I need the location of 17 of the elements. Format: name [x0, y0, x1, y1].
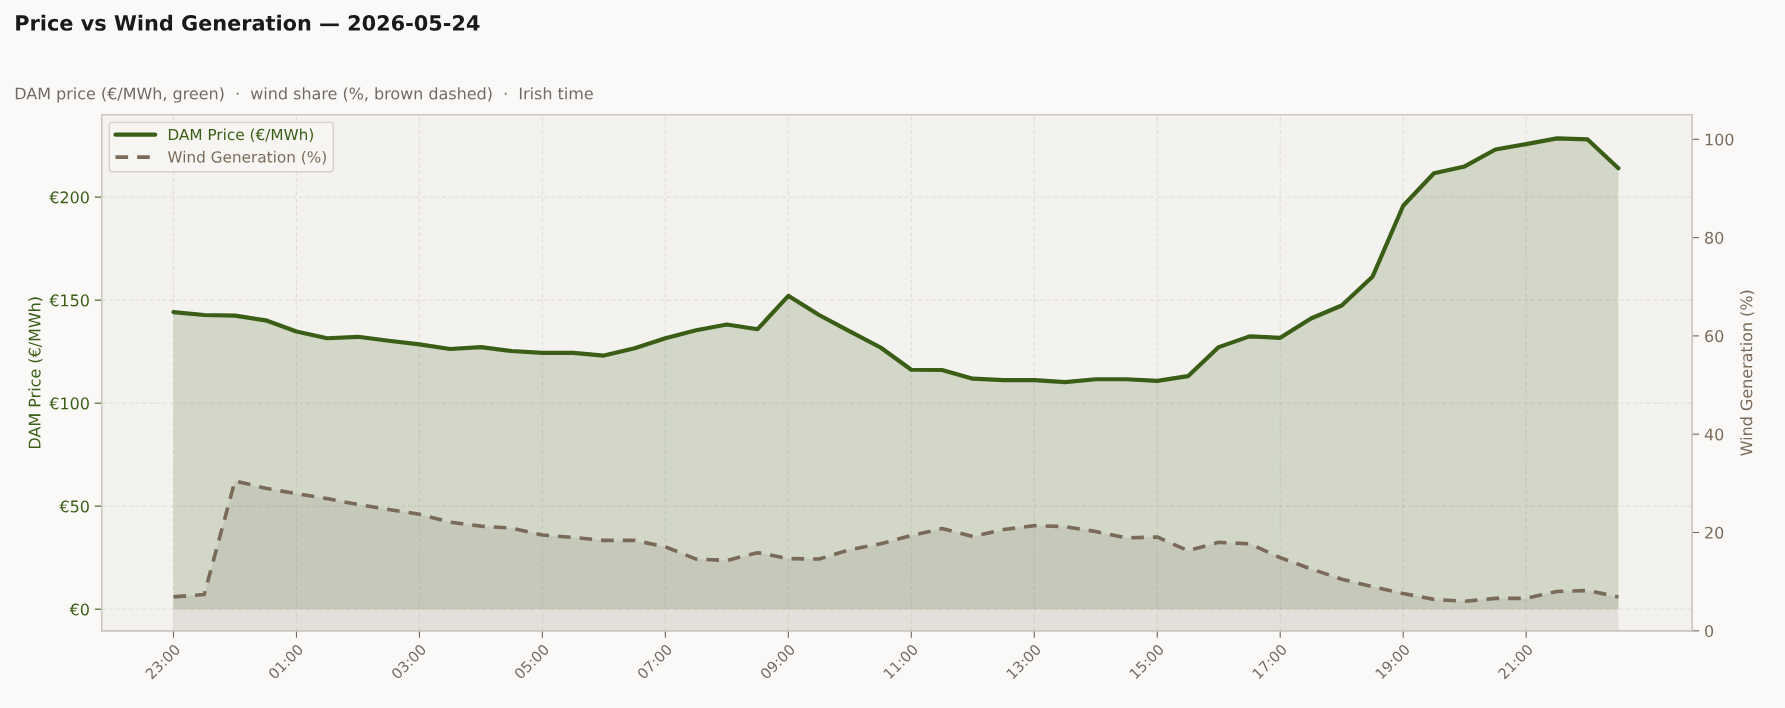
y2-tick-label: 40: [1704, 428, 1724, 441]
y-tick-label: €0: [69, 603, 89, 616]
chart-title: Price vs Wind Generation — 2026-05-24: [16, 14, 480, 31]
y-tick-label: €100: [49, 397, 89, 410]
y2-tick-label: 80: [1705, 231, 1724, 244]
y-axis-title: DAM Price (€/MWh): [28, 297, 43, 448]
y2-axis-title: Wind Generation (%): [1740, 290, 1755, 456]
y2-tick-label: 0: [1705, 625, 1714, 638]
y2-tick-label: 100: [1705, 133, 1734, 146]
y2-tick-label: 20: [1705, 526, 1724, 539]
y2-tick-label: 60: [1705, 330, 1724, 343]
legend-label: Wind Generation (%): [167, 150, 326, 165]
y-tick-label: €200: [49, 191, 89, 204]
y-tick-label: €50: [59, 500, 89, 513]
chart-subtitle: DAM price (€/MWh, green) · wind share (%, brown dashed) · Irish time: [15, 87, 593, 103]
legend-label: DAM Price (€/MWh): [168, 128, 313, 143]
y-tick-label: €150: [49, 294, 89, 307]
